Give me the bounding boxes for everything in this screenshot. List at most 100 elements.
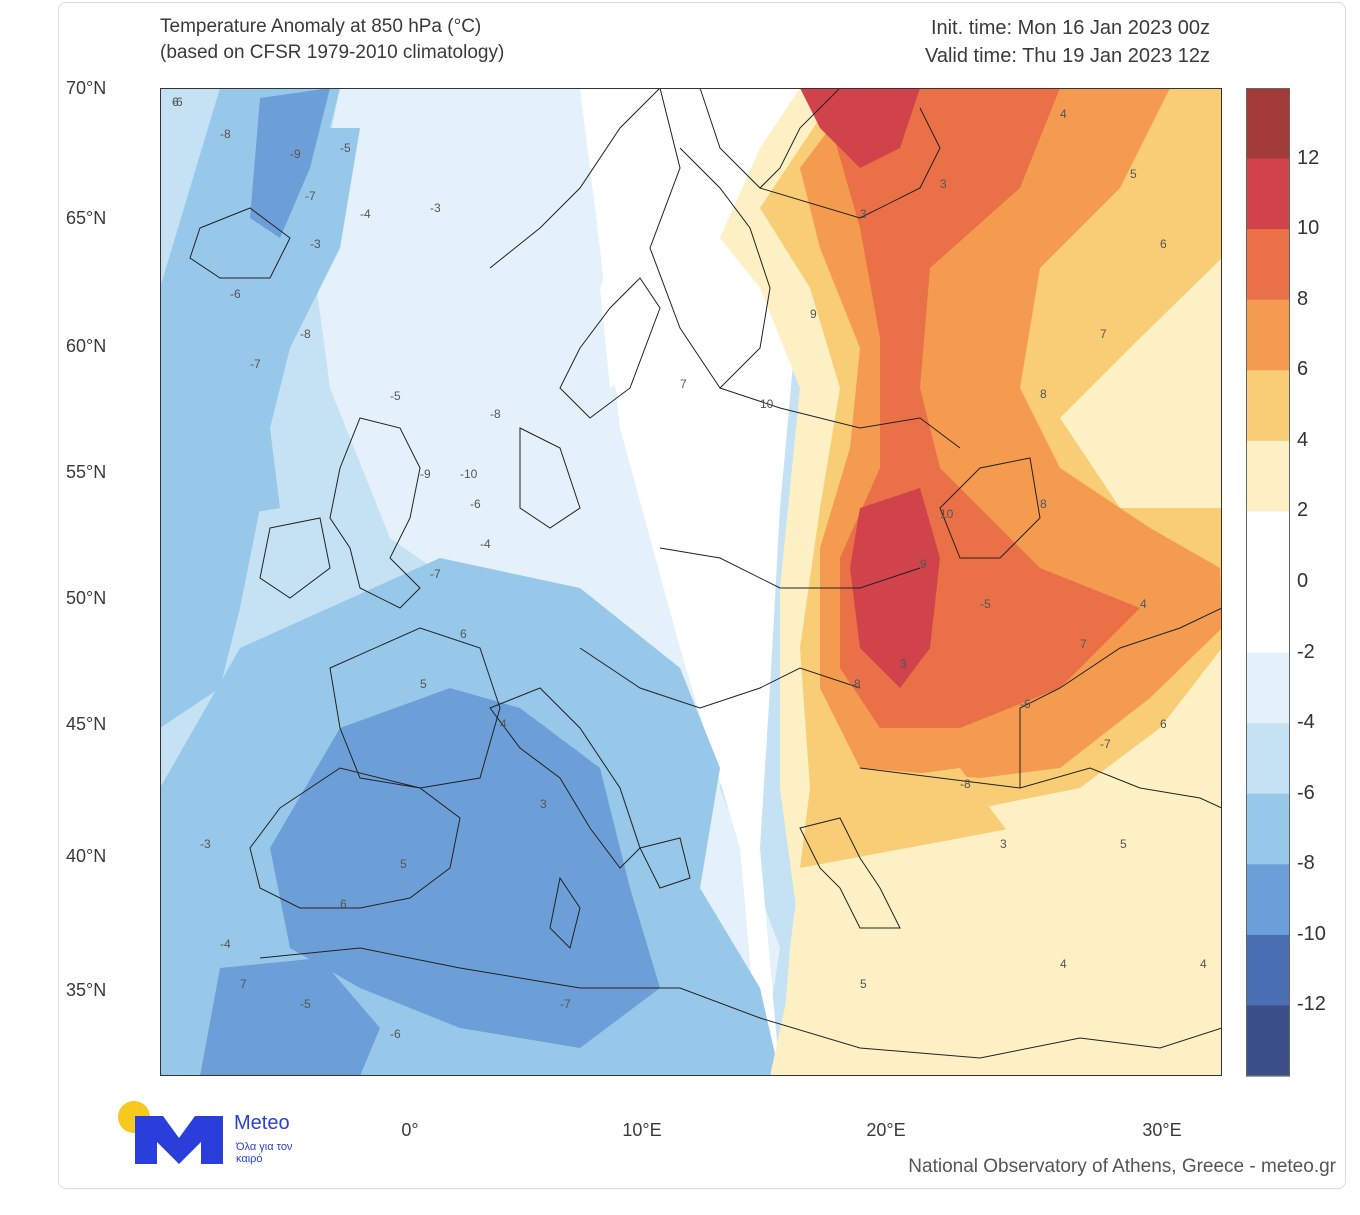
contour-label: -6	[230, 287, 241, 301]
contour-label: -6	[390, 1027, 401, 1041]
contour-label: 9	[810, 307, 817, 321]
contour-label: 5	[1130, 167, 1137, 181]
contour-label: -7	[250, 357, 261, 371]
lat-label-55: 55°N	[66, 462, 107, 482]
colorbar-block	[1246, 723, 1290, 795]
colorbar-block	[1246, 158, 1290, 230]
contour-label: -6	[1020, 697, 1031, 711]
europe-cold-center	[270, 688, 660, 1048]
colorbar-label: -4	[1297, 711, 1315, 734]
atlantic-cold-band	[220, 128, 360, 518]
colorbar-block	[1246, 582, 1290, 654]
footer-credit: National Observatory of Athens, Greece -…	[908, 1156, 1336, 1177]
lon-label-10e: 10°E	[622, 1120, 662, 1140]
colorbar-label: 6	[1297, 358, 1309, 381]
contour-label: 7	[240, 977, 247, 991]
colorbar-block	[1246, 88, 1290, 160]
colorbar-block	[1246, 793, 1290, 865]
m-logo-icon	[135, 1116, 223, 1164]
neutral-east	[600, 88, 760, 388]
contour-label: 4	[1140, 597, 1147, 611]
warm-field-scandi	[800, 88, 920, 168]
contour-label: -8	[300, 327, 311, 341]
contour-label: 5	[420, 677, 427, 691]
colorbar-label: 10	[1297, 217, 1320, 240]
contour-label: -3	[430, 201, 441, 215]
lat-label-70: 70°N	[66, 78, 107, 98]
lon-label-30e: 30°E	[1142, 1120, 1182, 1140]
logo-tagline: Όλα για τον καιρό	[236, 1141, 293, 1165]
contour-label: 4	[500, 717, 507, 731]
colorbar-block	[1246, 370, 1290, 442]
colorbar-label: -8	[1297, 852, 1315, 875]
contour-label: 5	[1120, 837, 1127, 851]
contour-label: 5	[400, 857, 407, 871]
contour-label: 6	[1160, 717, 1167, 731]
colorbar-block	[1246, 511, 1290, 583]
coastlines	[189, 88, 1222, 1059]
colorbar	[1246, 88, 1290, 1077]
colorbar-block	[1246, 864, 1290, 936]
meteo-logo	[118, 1101, 223, 1164]
contour-label: 6	[1160, 237, 1167, 251]
colorbar-block	[1246, 934, 1290, 1006]
colorbar-block	[1246, 652, 1290, 724]
title-line-2: (based on CFSR 1979-2010 climatology)	[160, 42, 505, 63]
contour-label: -9	[420, 467, 431, 481]
contour-label: 6	[460, 627, 467, 641]
contour-label: -5	[390, 389, 401, 403]
contour-label: -9	[290, 147, 301, 161]
lat-label-65: 65°N	[66, 208, 107, 228]
contour-label: -4	[360, 207, 371, 221]
colorbar-label: 4	[1297, 428, 1309, 451]
iceland-cold-center	[250, 88, 330, 238]
contour-label: 5	[860, 977, 867, 991]
contour-label: 6	[340, 897, 347, 911]
contour-label: 3	[900, 657, 907, 671]
contour-label: -10	[460, 467, 478, 481]
contour-label: 3	[540, 797, 547, 811]
map-frame	[160, 88, 1222, 1076]
contour-label: -7	[560, 997, 571, 1011]
contour-label: 10	[940, 507, 954, 521]
time-info: Init. time: Mon 16 Jan 2023 00z Valid ti…	[925, 14, 1210, 70]
map-title: Temperature Anomaly at 850 hPa (°C) (bas…	[160, 14, 504, 66]
contour-label: 8	[1040, 387, 1047, 401]
contour-label: 8	[1040, 497, 1047, 511]
contour-label: 7	[1080, 637, 1087, 651]
colorbar-label: -6	[1297, 781, 1315, 804]
colorbar-label: 12	[1297, 146, 1320, 169]
contour-label: -6	[172, 95, 183, 109]
lat-label-50: 50°N	[66, 588, 107, 608]
colorbar-label: -12	[1297, 993, 1326, 1016]
lat-label-60: 60°N	[66, 336, 107, 356]
contour-label: -7	[430, 567, 441, 581]
contour-label: 7	[680, 377, 687, 391]
contour-label: -3	[200, 837, 211, 851]
warm-field-12	[850, 488, 940, 688]
contour-label: -8	[220, 127, 231, 141]
lon-label-0: 0°	[401, 1120, 419, 1140]
colorbar-block	[1246, 440, 1290, 512]
contour-label: 3	[860, 207, 867, 221]
contour-label: 6	[172, 95, 179, 109]
contour-label: 7	[1100, 327, 1107, 341]
title-line-1: Temperature Anomaly at 850 hPa (°C)	[160, 16, 482, 37]
logo-name: Meteo	[234, 1112, 290, 1134]
contour-label: -7	[1100, 737, 1111, 751]
valid-time: Valid time: Thu 19 Jan 2023 12z	[925, 45, 1210, 67]
contour-label: -4	[480, 537, 491, 551]
contour-label: -3	[310, 237, 321, 251]
med-light-warm	[780, 808, 1222, 1076]
contour-label: -5	[340, 141, 351, 155]
anomaly-map: -6 -8 -9 -7 -5 -4 -3 -6 -7 -8 -5 -9 -10 -8 -7 -6 -4 -3 3 4 5…	[160, 88, 1222, 1076]
colorbar-block	[1246, 299, 1290, 371]
contour-label: -8	[850, 677, 861, 691]
contour-label: 4	[1060, 107, 1067, 121]
colorbar-label: 0	[1297, 570, 1309, 592]
contour-label: 9	[920, 557, 927, 571]
colorbar-label: 2	[1297, 499, 1309, 522]
lon-label-20e: 20°E	[866, 1120, 906, 1140]
contour-label: -4	[220, 937, 231, 951]
contour-label: -8	[490, 407, 501, 421]
